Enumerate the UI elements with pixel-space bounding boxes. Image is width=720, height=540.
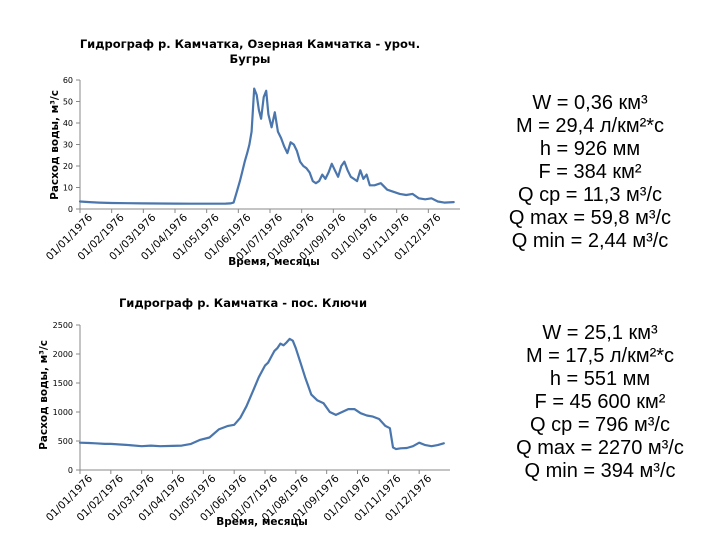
y-tick-label: 0 (68, 205, 73, 214)
y-tick-label: 40 (63, 119, 73, 128)
y-tick-label: 50 (63, 98, 73, 107)
stat-volume: W = 0,36 км³ (532, 92, 648, 114)
y-tick-label: 500 (58, 437, 73, 446)
y-tick-label: 30 (63, 141, 73, 150)
y-tick-label: 1000 (53, 408, 73, 417)
stat-q-min: Q min = 394 м³/с (524, 460, 676, 482)
chart-title: Гидрограф р. Камчатка - пос. Ключи (119, 296, 367, 310)
stat-area: F = 45 600 км² (534, 391, 666, 413)
y-tick-label: 10 (63, 184, 73, 193)
stat-volume: W = 25,1 км³ (542, 322, 658, 344)
stat-q-mean: Q ср = 796 м³/с (530, 414, 670, 436)
stat-area: F = 384 км² (538, 161, 642, 183)
stats-panel-bottom: W = 25,1 км³ M = 17,5 л/км²*с h = 551 мм… (505, 322, 695, 483)
y-tick-label: 2500 (53, 321, 73, 330)
stat-depth: h = 926 мм (539, 138, 641, 160)
stat-q-mean: Q ср = 11,3 м³/с (518, 184, 662, 206)
chart-title-line-2: Бугры (230, 52, 271, 66)
y-tick-label: 2000 (53, 350, 73, 359)
y-tick-label: 20 (63, 162, 73, 171)
y-axis-label: Расход воды, м³/с (49, 90, 61, 200)
series-line (78, 337, 445, 451)
stat-modulus: M = 29,4 л/км²*с (515, 115, 665, 137)
chart-title-line-1: Гидрограф р. Камчатка, Озерная Камчатка … (80, 37, 420, 51)
stats-panel-top: W = 0,36 км³ M = 29,4 л/км²*с h = 926 мм… (505, 92, 675, 253)
hydrograph-ozernaya-chart: Гидрограф р. Камчатка, Озерная Камчатка … (44, 37, 460, 268)
stat-modulus: M = 17,5 л/км²*с (525, 345, 675, 367)
stat-depth: h = 551 мм (549, 368, 651, 390)
hydrograph-klyuchi-chart: Гидрограф р. Камчатка - пос. Ключи Расхо… (38, 296, 450, 528)
stat-q-max: Q max = 59,8 м³/с (508, 207, 672, 229)
x-axis-label: Время, месяцы (228, 256, 320, 268)
y-tick-label: 60 (63, 76, 73, 85)
y-axis-label: Расход воды, м³/с (38, 340, 50, 450)
y-tick-label: 1500 (53, 379, 73, 388)
x-axis-label: Время, месяцы (216, 516, 308, 528)
y-tick-label: 0 (68, 466, 73, 475)
stat-q-max: Q max = 2270 м³/с (516, 437, 684, 459)
stat-q-min: Q min = 2,44 м³/с (511, 230, 669, 252)
series-line (78, 87, 455, 205)
